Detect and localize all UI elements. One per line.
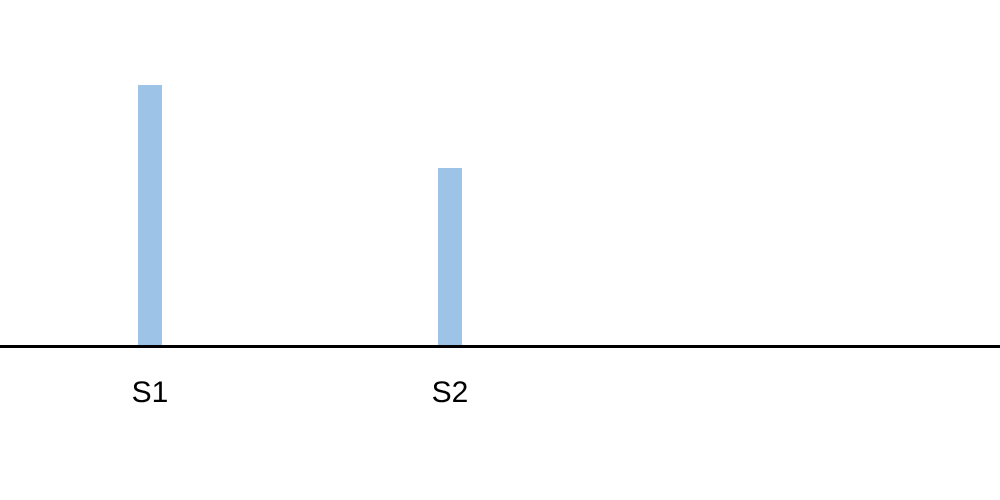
bar-1 — [138, 85, 162, 345]
x-axis — [0, 345, 1000, 348]
bar-chart: S1 S2 — [0, 0, 1000, 500]
category-label-2: S2 — [432, 376, 469, 410]
plot-area — [0, 85, 1000, 345]
category-label-1: S1 — [132, 376, 169, 410]
bar-2 — [438, 168, 462, 345]
